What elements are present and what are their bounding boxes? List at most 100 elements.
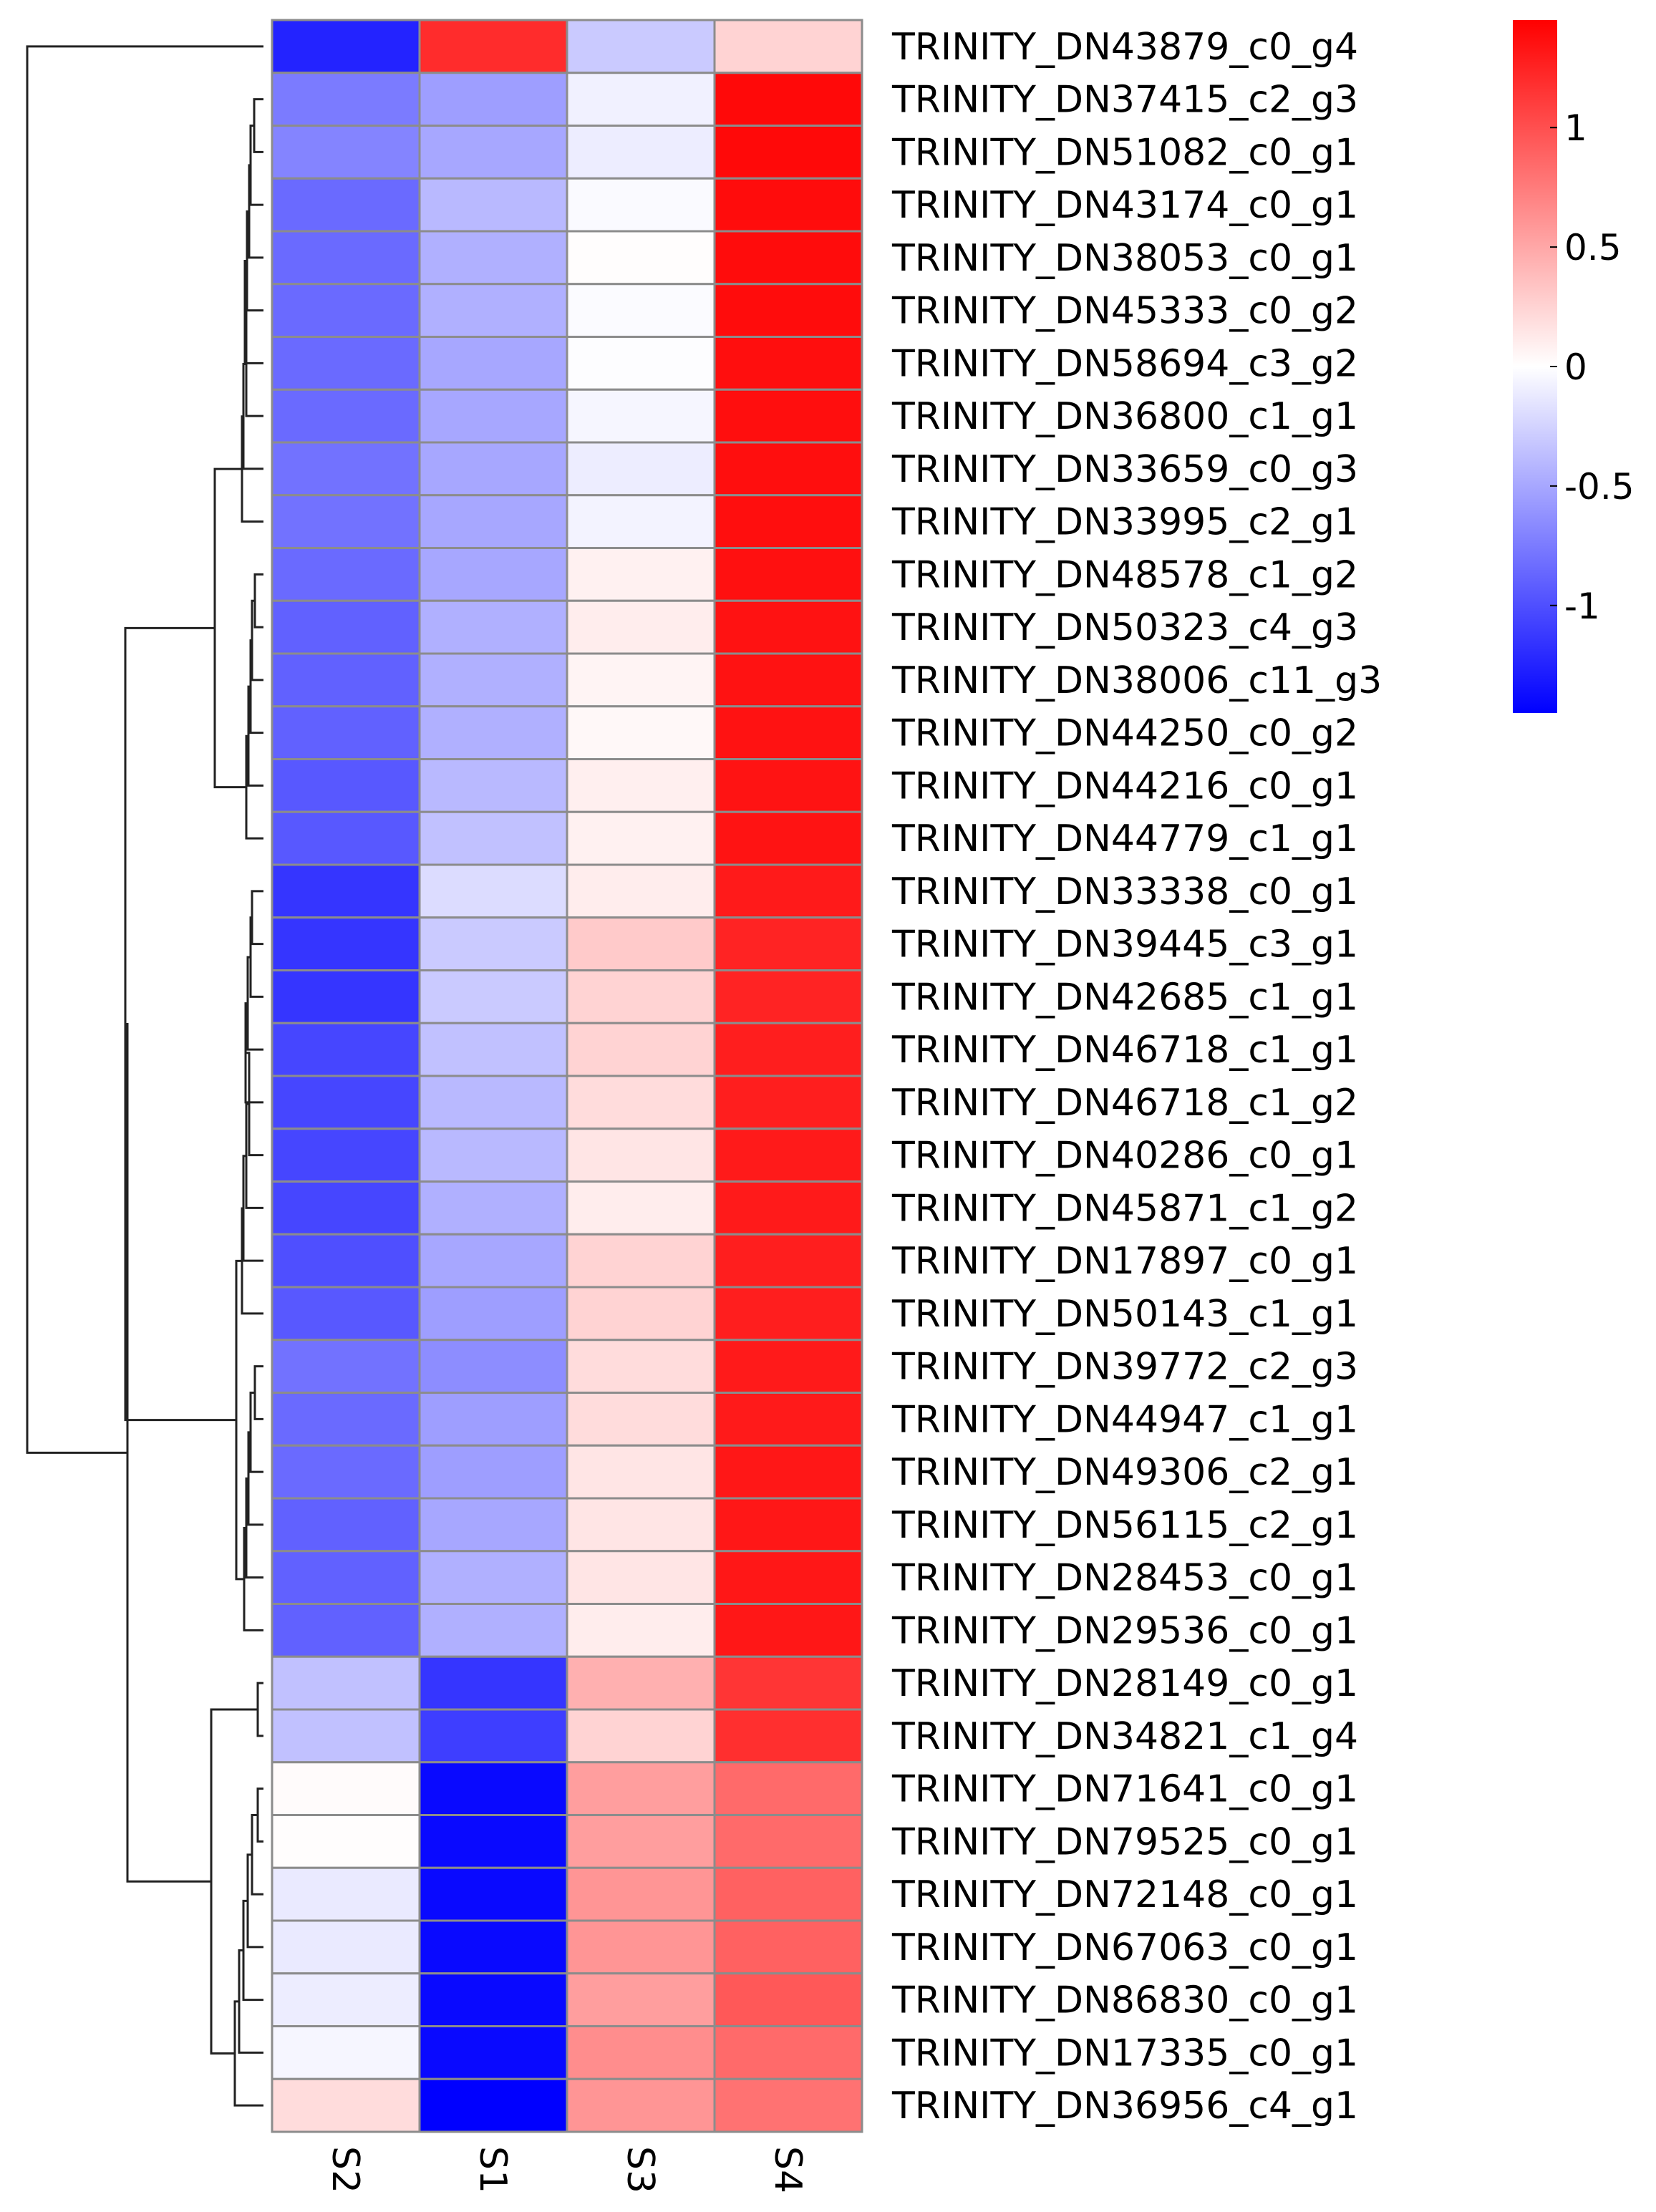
heatmap-cell <box>566 19 716 74</box>
heatmap-cell <box>566 1866 716 1922</box>
heatmap-cell <box>713 1022 863 1077</box>
row-labels: TRINITY_DN43879_c0_g4 TRINITY_DN37415_c2_… <box>891 26 1382 2128</box>
heatmap-cell <box>566 1339 716 1394</box>
heatmap-cell <box>566 1708 716 1764</box>
heatmap-cell <box>713 652 863 708</box>
column-label: S2 <box>324 2146 367 2193</box>
heatmap-cell <box>271 599 421 655</box>
heatmap-cell <box>418 863 568 919</box>
heatmap-cell <box>271 72 421 127</box>
heatmap-cell <box>271 1339 421 1394</box>
row-dendrogram <box>26 45 263 2107</box>
row-label: TRINITY_DN36800_c1_g1 <box>891 395 1358 438</box>
dendrogram-branch <box>249 125 263 206</box>
heatmap-cell <box>418 1180 568 1236</box>
heatmap-cell <box>418 1075 568 1130</box>
color-legend: 1 0.5 0 -0.5 -1 <box>1513 20 1635 713</box>
legend-tick-label: 1 <box>1564 107 1587 149</box>
heatmap-cell <box>566 1919 716 1975</box>
heatmap-cell <box>566 1233 716 1289</box>
heatmap-cell <box>418 1022 568 1077</box>
heatmap-cell <box>418 19 568 74</box>
heatmap-cell <box>566 230 716 286</box>
heatmap-cell <box>418 1761 568 1816</box>
dendrogram-branch <box>256 1787 263 1843</box>
column-label: S1 <box>471 2146 514 2193</box>
heatmap-cell <box>418 125 568 180</box>
heatmap-cell <box>566 177 716 233</box>
row-label: TRINITY_DN38006_c11_g3 <box>891 659 1382 702</box>
row-label: TRINITY_DN44947_c1_g1 <box>891 1398 1358 1441</box>
heatmap-cell <box>713 1497 863 1553</box>
heatmap-cell <box>566 863 716 919</box>
row-label: TRINITY_DN46718_c1_g2 <box>891 1082 1358 1125</box>
heatmap-cell <box>713 1286 863 1342</box>
heatmap-cell <box>418 336 568 391</box>
heatmap-cell <box>271 283 421 338</box>
dendrogram-branch <box>251 599 263 681</box>
heatmap-cell <box>418 388 568 444</box>
heatmap-cell <box>566 1655 716 1711</box>
row-label: TRINITY_DN37415_c2_g3 <box>891 79 1358 122</box>
heatmap-cell <box>566 494 716 549</box>
heatmap-cell <box>713 441 863 497</box>
row-label: TRINITY_DN56115_c2_g1 <box>891 1504 1358 1547</box>
heatmap-cell <box>713 283 863 338</box>
heatmap-cell <box>418 1708 568 1764</box>
heatmap-cell <box>271 863 421 919</box>
heatmap-cell <box>418 494 568 549</box>
column-label: S3 <box>619 2146 662 2193</box>
heatmap-cell <box>418 441 568 497</box>
row-label: TRINITY_DN17897_c0_g1 <box>891 1240 1358 1283</box>
heatmap-cell <box>271 1814 421 1869</box>
heatmap-cell <box>566 969 716 1024</box>
heatmap-cell <box>271 1233 421 1289</box>
heatmap-cell <box>566 1075 716 1130</box>
row-label: TRINITY_DN50323_c4_g3 <box>891 606 1358 649</box>
heatmap-cell <box>271 1919 421 1975</box>
dendrogram-branch <box>125 1023 211 1883</box>
heatmap-cell <box>418 1127 568 1183</box>
heatmap-cell <box>418 2077 568 2133</box>
heatmap-cell <box>713 599 863 655</box>
heatmap-cell <box>566 1497 716 1553</box>
dendrogram-branch <box>253 573 263 629</box>
heatmap-cell <box>418 758 568 813</box>
heatmap-cell <box>566 758 716 813</box>
heatmap-cell <box>271 125 421 180</box>
row-label: TRINITY_DN34821_c1_g4 <box>891 1715 1358 1758</box>
heatmap-cell <box>271 2077 421 2133</box>
heatmap-cell <box>713 810 863 866</box>
heatmap-cell <box>418 1655 568 1711</box>
legend-colorbar <box>1513 20 1557 713</box>
heatmap-cell <box>713 705 863 760</box>
heatmap-cell <box>418 1866 568 1922</box>
row-label: TRINITY_DN39772_c2_g3 <box>891 1346 1358 1389</box>
heatmap-cell <box>713 1603 863 1658</box>
heatmap-cell <box>418 1919 568 1975</box>
row-label: TRINITY_DN46718_c1_g1 <box>891 1029 1358 1072</box>
row-label: TRINITY_DN33659_c0_g3 <box>891 448 1358 491</box>
heatmap-cell <box>271 1075 421 1130</box>
heatmap-cell <box>271 336 421 391</box>
heatmap-cell <box>566 336 716 391</box>
legend-tick-label: 0 <box>1564 346 1587 388</box>
row-label: TRINITY_DN29536_c0_g1 <box>891 1609 1358 1652</box>
row-label: TRINITY_DN44250_c0_g2 <box>891 712 1358 755</box>
legend-ticks: 1 0.5 0 -0.5 -1 <box>1550 107 1635 627</box>
heatmap-cell <box>271 1127 421 1183</box>
heatmap-cell <box>271 916 421 971</box>
dendrogram-branch <box>26 45 263 1454</box>
heatmap-cell <box>566 2077 716 2133</box>
row-label: TRINITY_DN42685_c1_g1 <box>891 976 1358 1019</box>
legend-tick-label: -1 <box>1564 586 1600 627</box>
heatmap-cell <box>418 652 568 708</box>
heatmap-cell <box>566 72 716 127</box>
heatmap-cell <box>418 72 568 127</box>
heatmap-cell <box>713 1972 863 2027</box>
heatmap-cell <box>713 2077 863 2133</box>
heatmap-cell <box>271 969 421 1024</box>
dendrogram-branch <box>251 890 263 946</box>
row-label: TRINITY_DN33338_c0_g1 <box>891 870 1358 913</box>
